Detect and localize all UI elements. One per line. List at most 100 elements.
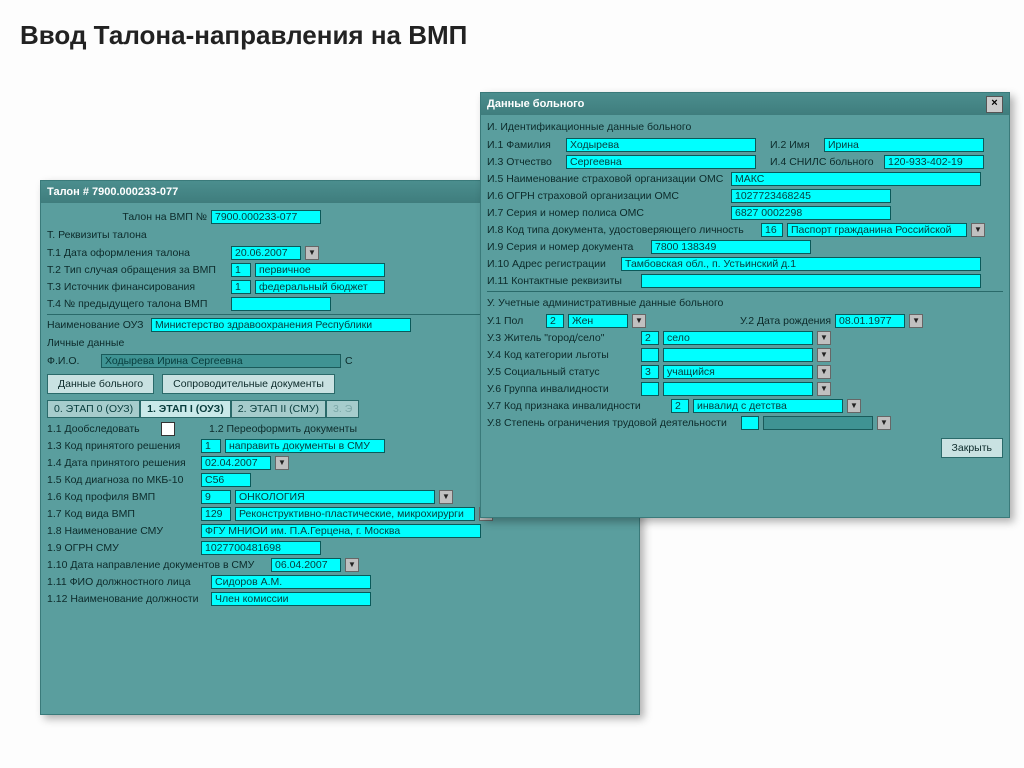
i2-field[interactable]: Ирина (824, 138, 984, 152)
y4-label: У.4 Код категории льготы (487, 349, 637, 361)
s17-field[interactable]: Реконструктивно-пластические, микрохирур… (235, 507, 475, 521)
i10-field[interactable]: Тамбовская обл., п. Устьинский д.1 (621, 257, 981, 271)
s16-code-field[interactable]: 9 (201, 490, 231, 504)
s16-label: 1.6 Код профиля ВМП (47, 491, 197, 503)
s18-field[interactable]: ФГУ МНИОИ им. П.А.Герцена, г. Москва (201, 524, 481, 538)
fio-field[interactable]: Ходырева Ирина Сергеевна (101, 354, 341, 368)
fio-suffix: С (345, 355, 353, 367)
y8-label: У.8 Степень ограничения трудовой деятель… (487, 417, 737, 429)
y5-field[interactable]: учащийся (663, 365, 813, 379)
i3-field[interactable]: Сергеевна (566, 155, 756, 169)
y5-label: У.5 Социальный статус (487, 366, 637, 378)
y6-label: У.6 Группа инвалидности (487, 383, 637, 395)
t3-code-field[interactable]: 1 (231, 280, 251, 294)
s16-field[interactable]: ОНКОЛОГИЯ (235, 490, 435, 504)
y3-label: У.3 Житель "город/село" (487, 332, 637, 344)
accompanying-docs-button[interactable]: Сопроводительные документы (162, 374, 335, 394)
s15-field[interactable]: C56 (201, 473, 251, 487)
i3-label: И.3 Отчество (487, 156, 562, 168)
ouz-field[interactable]: Министерство здравоохранения Республики (151, 318, 411, 332)
s13-field[interactable]: направить документы в СМУ (225, 439, 385, 453)
talon-title: Талон # 7900.000233-077 (47, 186, 178, 198)
close-button[interactable]: Закрыть (941, 438, 1003, 458)
t1-dropdown-icon[interactable]: ▼ (305, 246, 319, 260)
t2-field[interactable]: первичное (255, 263, 385, 277)
t2-code-field[interactable]: 1 (231, 263, 251, 277)
y2-label: У.2 Дата рождения (740, 315, 831, 327)
y5-code-field[interactable]: 3 (641, 365, 659, 379)
s16-dropdown-icon[interactable]: ▼ (439, 490, 453, 504)
i7-label: И.7 Серия и номер полиса ОМС (487, 207, 727, 219)
i11-label: И.11 Контактные реквизиты (487, 275, 637, 287)
s14-field[interactable]: 02.04.2007 (201, 456, 271, 470)
s11-checkbox[interactable] (161, 422, 175, 436)
y8-field[interactable] (763, 416, 873, 430)
y4-field[interactable] (663, 348, 813, 362)
s13-code-field[interactable]: 1 (201, 439, 221, 453)
s111-label: 1.11 ФИО должностного лица (47, 576, 207, 588)
close-icon[interactable]: × (986, 96, 1003, 113)
fio-label: Ф.И.О. (47, 355, 97, 367)
i2-label: И.2 Имя (770, 139, 820, 151)
i6-field[interactable]: 1027723468245 (731, 189, 891, 203)
s112-field[interactable]: Член комиссии (211, 592, 371, 606)
tab-stage-0[interactable]: 0. ЭТАП 0 (ОУЗ) (47, 400, 140, 418)
i7-field[interactable]: 6827 0002298 (731, 206, 891, 220)
talon-no-field[interactable]: 7900.000233-077 (211, 210, 321, 224)
t3-field[interactable]: федеральный бюджет (255, 280, 385, 294)
s18-label: 1.8 Наименование СМУ (47, 525, 197, 537)
y2-dropdown-icon[interactable]: ▼ (909, 314, 923, 328)
i11-field[interactable] (641, 274, 981, 288)
y1-field[interactable]: Жен (568, 314, 628, 328)
s14-dropdown-icon[interactable]: ▼ (275, 456, 289, 470)
y8-code-field[interactable] (741, 416, 759, 430)
y4-dropdown-icon[interactable]: ▼ (817, 348, 831, 362)
y1-code-field[interactable]: 2 (546, 314, 564, 328)
y3-dropdown-icon[interactable]: ▼ (817, 331, 831, 345)
y3-field[interactable]: село (663, 331, 813, 345)
i1-field[interactable]: Ходырева (566, 138, 756, 152)
tab-stage-2[interactable]: 2. ЭТАП II (СМУ) (231, 400, 326, 418)
s17-label: 1.7 Код вида ВМП (47, 508, 197, 520)
y1-dropdown-icon[interactable]: ▼ (632, 314, 646, 328)
i6-label: И.6 ОГРН страховой организации ОМС (487, 190, 727, 202)
group-i-label: И. Идентификационные данные больного (487, 119, 1003, 135)
i8-dropdown-icon[interactable]: ▼ (971, 223, 985, 237)
patient-title: Данные больного (487, 98, 584, 110)
s12-label: 1.2 Переоформить документы (209, 423, 357, 435)
y7-field[interactable]: инвалид с детства (693, 399, 843, 413)
y7-code-field[interactable]: 2 (671, 399, 689, 413)
s111-field[interactable]: Сидоров А.М. (211, 575, 371, 589)
s15-label: 1.5 Код диагноза по МКБ-10 (47, 474, 197, 486)
patient-data-button[interactable]: Данные больного (47, 374, 154, 394)
group-y-label: У. Учетные административные данные больн… (487, 295, 1003, 311)
t3-label: Т.3 Источник финансирования (47, 281, 227, 293)
y6-dropdown-icon[interactable]: ▼ (817, 382, 831, 396)
y7-dropdown-icon[interactable]: ▼ (847, 399, 861, 413)
y5-dropdown-icon[interactable]: ▼ (817, 365, 831, 379)
s14-label: 1.4 Дата принятого решения (47, 457, 197, 469)
i8-code-field[interactable]: 16 (761, 223, 783, 237)
i4-field[interactable]: 120-933-402-19 (884, 155, 984, 169)
y6-code-field[interactable] (641, 382, 659, 396)
tab-stage-1[interactable]: 1. ЭТАП I (ОУЗ) (140, 400, 231, 418)
t4-field[interactable] (231, 297, 331, 311)
s13-label: 1.3 Код принятого решения (47, 440, 197, 452)
y3-code-field[interactable]: 2 (641, 331, 659, 345)
s110-field[interactable]: 06.04.2007 (271, 558, 341, 572)
i5-field[interactable]: МАКС (731, 172, 981, 186)
ouz-label: Наименование ОУЗ (47, 319, 147, 331)
y6-field[interactable] (663, 382, 813, 396)
i9-field[interactable]: 7800 138349 (651, 240, 811, 254)
y4-code-field[interactable] (641, 348, 659, 362)
y8-dropdown-icon[interactable]: ▼ (877, 416, 891, 430)
y2-field[interactable]: 08.01.1977 (835, 314, 905, 328)
t1-field[interactable]: 20.06.2007 (231, 246, 301, 260)
s110-label: 1.10 Дата направление документов в СМУ (47, 559, 267, 571)
s19-field[interactable]: 1027700481698 (201, 541, 321, 555)
i8-field[interactable]: Паспорт гражданина Российской (787, 223, 967, 237)
t4-label: Т.4 № предыдущего талона ВМП (47, 298, 227, 310)
s110-dropdown-icon[interactable]: ▼ (345, 558, 359, 572)
page-title: Ввод Талона-направления на ВМП (20, 20, 1004, 51)
s17-code-field[interactable]: 129 (201, 507, 231, 521)
